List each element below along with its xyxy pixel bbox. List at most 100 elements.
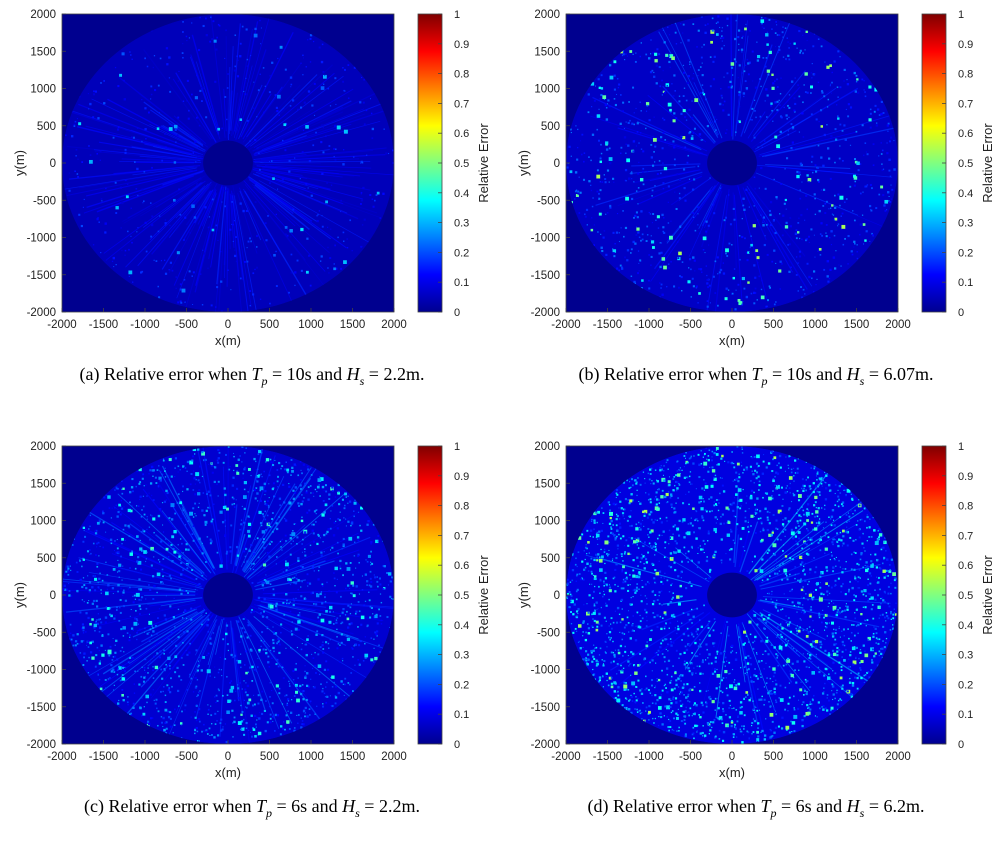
error-cell <box>109 507 111 509</box>
error-cell <box>790 225 792 227</box>
error-cell <box>174 598 175 599</box>
error-cell <box>650 53 651 54</box>
error-cell <box>237 471 238 472</box>
error-cell <box>697 96 699 98</box>
error-cell <box>635 61 637 63</box>
error-cell <box>129 276 130 277</box>
error-cell <box>131 478 133 480</box>
error-cell <box>271 690 272 691</box>
error-cell <box>381 623 382 624</box>
error-cell <box>199 693 200 694</box>
error-cell <box>275 605 277 607</box>
error-cell <box>845 568 847 570</box>
error-cell <box>864 239 866 241</box>
error-cell <box>684 147 686 149</box>
error-cell <box>798 30 800 32</box>
error-cell <box>762 57 764 59</box>
error-cell <box>842 545 843 546</box>
error-cell <box>211 465 213 467</box>
error-cell <box>162 474 163 475</box>
error-cell <box>185 548 187 550</box>
error-cell <box>342 660 343 661</box>
error-cell <box>220 251 221 252</box>
error-cell <box>720 37 722 39</box>
error-cell <box>313 562 314 563</box>
error-cell <box>663 70 664 71</box>
error-cell <box>256 480 257 481</box>
error-cell <box>780 131 782 133</box>
error-cell <box>258 511 261 514</box>
error-cell <box>676 208 678 210</box>
error-cell <box>631 248 633 250</box>
error-cell <box>182 491 183 492</box>
error-cell <box>584 213 586 215</box>
error-cell <box>667 674 668 675</box>
error-cell <box>199 657 200 658</box>
error-cell <box>370 543 372 545</box>
error-cell <box>761 280 763 282</box>
error-cell <box>621 618 623 620</box>
error-cell <box>669 109 672 112</box>
error-cell <box>178 501 179 502</box>
error-cell <box>101 654 104 657</box>
error-cell <box>699 682 700 683</box>
error-cell <box>822 692 824 694</box>
error-cell <box>600 181 601 182</box>
error-cell <box>657 215 660 218</box>
error-cell <box>848 638 849 639</box>
error-cell <box>105 650 106 651</box>
error-cell <box>250 732 251 733</box>
error-cell <box>827 106 828 107</box>
error-cell <box>754 205 755 206</box>
error-cell <box>214 466 216 468</box>
error-cell <box>365 559 366 560</box>
error-cell <box>709 733 710 734</box>
error-cell <box>105 679 107 681</box>
error-cell <box>858 576 860 578</box>
error-cell <box>214 713 216 715</box>
error-cell <box>120 513 122 515</box>
error-cell <box>178 705 180 707</box>
error-cell <box>641 554 642 555</box>
error-cell <box>368 592 369 593</box>
error-cell <box>189 37 190 38</box>
error-cell <box>273 651 275 653</box>
error-cell <box>167 657 170 660</box>
error-cell <box>371 637 373 639</box>
error-cell <box>355 671 356 672</box>
error-cell <box>678 252 682 256</box>
error-cell <box>750 663 752 665</box>
error-cell <box>321 554 323 556</box>
error-cell <box>103 102 105 104</box>
colorbar-tick-label: 0.1 <box>454 709 469 721</box>
error-cell <box>835 484 837 486</box>
error-cell <box>142 478 144 480</box>
error-cell <box>150 717 152 719</box>
error-cell <box>150 202 152 204</box>
error-cell <box>264 490 266 492</box>
error-cell <box>313 603 315 605</box>
error-cell <box>173 199 176 202</box>
error-cell <box>134 683 135 684</box>
error-cell <box>213 504 214 505</box>
error-cell <box>767 617 769 619</box>
error-cell <box>799 688 802 691</box>
error-cell <box>83 584 85 586</box>
error-cell <box>599 213 602 216</box>
error-cell <box>259 712 260 713</box>
error-cell <box>747 655 749 657</box>
error-cell <box>177 690 179 692</box>
error-cell <box>837 225 838 226</box>
error-cell <box>684 723 686 725</box>
error-cell <box>350 525 351 526</box>
error-cell <box>373 662 374 663</box>
error-cell <box>347 567 351 571</box>
error-cell <box>651 695 652 696</box>
error-cell <box>123 589 125 591</box>
error-cell <box>842 213 844 215</box>
error-cell <box>231 654 233 656</box>
error-cell <box>158 465 159 466</box>
error-cell <box>237 75 239 77</box>
error-cell <box>597 191 599 193</box>
error-cell <box>268 556 270 558</box>
